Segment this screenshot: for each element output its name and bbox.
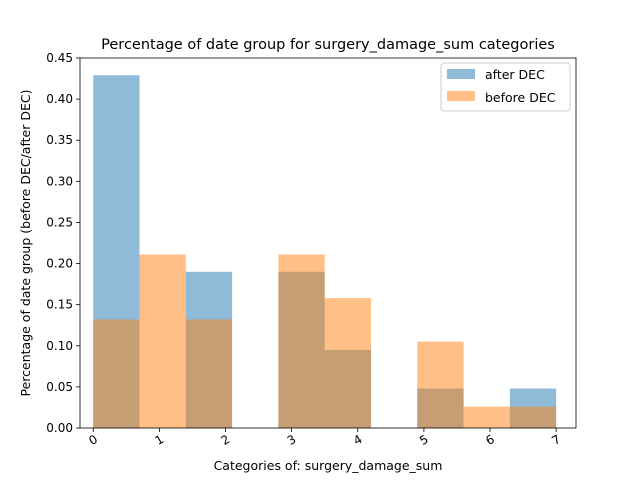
legend-label-after-dec: after DEC xyxy=(485,67,545,82)
y-tick-label: 0.40 xyxy=(46,92,73,106)
bar-before-dec-0 xyxy=(93,319,140,428)
legend-swatch-after-dec xyxy=(447,69,475,79)
legend: after DEC before DEC xyxy=(440,62,571,112)
axes xyxy=(79,57,577,429)
y-axis-ticks: 0.00 0.05 0.10 0.15 0.20 0.25 0.30 0.35 0.40 0.45 xyxy=(46,51,80,435)
y-tick-label: 0.35 xyxy=(46,133,73,147)
bar-before-dec-9 xyxy=(509,406,557,428)
y-tick-label: 0.20 xyxy=(46,257,73,271)
y-axis-label: Percentage of date group (before DEC/aft… xyxy=(18,90,33,397)
y-tick-label: 0.45 xyxy=(46,51,73,65)
bar-before-dec-2 xyxy=(185,319,233,428)
plot-frame xyxy=(79,57,577,429)
y-tick-label: 0.05 xyxy=(46,380,73,394)
bar-before-dec-1 xyxy=(139,254,186,428)
bar-before-dec-8 xyxy=(463,406,510,428)
y-tick-label: 0.30 xyxy=(46,174,73,188)
y-tick-label: 0.25 xyxy=(46,215,73,229)
legend-swatch-before-dec xyxy=(447,91,475,101)
x-axis-label: Categories of: surgery_damage_sum xyxy=(214,458,443,473)
y-tick-label: 0.00 xyxy=(46,421,73,435)
y-tick-label: 0.15 xyxy=(46,298,73,312)
bar-before-dec-5 xyxy=(324,298,371,428)
bar-before-dec-7 xyxy=(417,341,464,428)
bar-before-dec-4 xyxy=(278,254,325,428)
chart-title: Percentage of date group for surgery_dam… xyxy=(101,37,555,53)
y-tick-label: 0.10 xyxy=(46,339,73,353)
bars-layer xyxy=(93,75,557,429)
legend-label-before-dec: before DEC xyxy=(485,90,556,105)
